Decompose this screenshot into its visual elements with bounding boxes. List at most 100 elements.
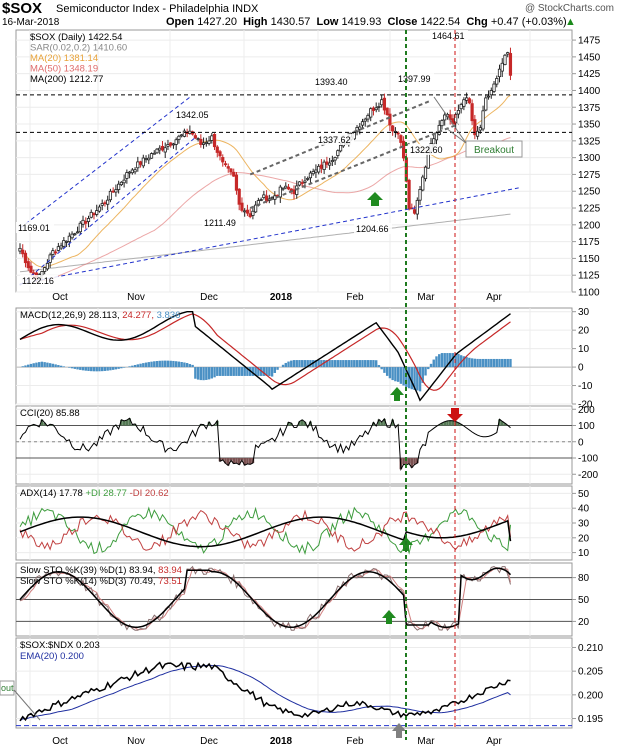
candle-body <box>423 166 428 180</box>
cci-ytick-label: -100 <box>578 454 598 465</box>
macd-histogram-bar <box>479 358 482 368</box>
price-ytick-label: 1150 <box>578 254 600 265</box>
candle-body <box>136 161 140 169</box>
price-annotation: 1122.16 <box>22 276 54 286</box>
price-legend-item: MA(20) 1381.14 <box>30 53 98 64</box>
macd-histogram-bar <box>43 362 46 368</box>
macd-histogram-bar <box>355 360 359 368</box>
candle-body <box>26 261 30 269</box>
price-annotation-bg <box>20 275 58 286</box>
price-ytick-label: 1350 <box>578 120 601 131</box>
macd-ytick-label: -20 <box>578 400 593 411</box>
x-axis-label-bottom: Nov <box>127 736 145 747</box>
macd-histogram-bar <box>284 362 287 368</box>
macd-histogram-bar <box>506 358 509 368</box>
macd-histogram-bar <box>385 367 389 376</box>
macd-histogram-bar <box>169 360 172 368</box>
ratio-line <box>19 661 511 722</box>
macd-histogram-bar <box>394 367 397 382</box>
candle-body <box>158 147 162 151</box>
macd-histogram-bar <box>262 367 266 376</box>
macd-histogram-bar <box>155 360 159 368</box>
x-axis-label-price: Apr <box>486 292 502 303</box>
macd-histogram-bar <box>418 367 422 392</box>
candle-body <box>391 125 395 132</box>
macd-histogram-bar <box>347 360 350 368</box>
macd-histogram-bar <box>372 360 375 368</box>
candle-body <box>437 124 441 135</box>
macd-histogram-bar <box>396 367 400 382</box>
candle-body <box>40 271 44 276</box>
candle-body <box>306 178 310 180</box>
x-axis-label-bottom: Apr <box>486 736 502 747</box>
close-label: Close <box>387 16 418 28</box>
price-ytick-label: 1400 <box>578 86 601 97</box>
candle-body <box>264 195 269 202</box>
candle-body <box>232 171 236 177</box>
candle-body <box>360 121 365 126</box>
x-axis-label-price: Nov <box>127 292 145 303</box>
candle-body <box>432 138 436 145</box>
candle-body <box>251 210 255 216</box>
candle-body <box>155 148 159 154</box>
ma50-line <box>30 137 511 282</box>
candle-body <box>489 90 493 96</box>
candle-body <box>108 190 113 201</box>
copyright-link[interactable]: @ StockCharts.com <box>524 3 614 14</box>
candle-body <box>207 140 211 144</box>
macd-histogram-bar <box>144 362 148 368</box>
macd-histogram-bar <box>317 360 320 368</box>
sto-legend-part: Slow STO %K(39) %D(1) 83.94, <box>20 565 156 576</box>
macd-histogram-bar <box>205 367 208 380</box>
candle-body <box>81 219 85 225</box>
candle-body <box>114 189 118 193</box>
x-axis-label-bottom: Oct <box>52 736 68 747</box>
macd-histogram-bar <box>232 367 235 376</box>
macd-histogram-bar <box>336 360 340 368</box>
candle-body <box>240 202 244 211</box>
price-legend-item: MA(50) 1348.19 <box>30 64 98 75</box>
ratio-marker-arrow-icon <box>392 723 406 738</box>
candle-body <box>317 165 321 173</box>
candle-body <box>144 158 148 161</box>
macd-histogram-bar <box>37 362 41 368</box>
candle-body <box>380 99 384 106</box>
macd-histogram-bar <box>98 367 101 372</box>
macd-histogram-bar <box>257 367 260 376</box>
macd-histogram-bar <box>462 356 466 368</box>
macd-histogram-bar <box>328 360 331 368</box>
candle-body <box>215 146 219 153</box>
candle-body <box>322 161 326 170</box>
sto-legend-part: Slow STO %K(14) %D(3) 70.49, <box>20 576 156 587</box>
price-annotation: 1322.60 <box>410 145 443 155</box>
macd-histogram-bar <box>180 362 183 368</box>
sto-legend-part: 83.94 <box>156 565 182 576</box>
macd-histogram-bar <box>443 353 446 368</box>
price-legend-item: SAR(0.02,0.2) 1410.60 <box>30 43 127 54</box>
x-axis-label-price: 2018 <box>270 292 293 303</box>
candle-body <box>62 240 66 247</box>
candle-body <box>415 199 419 215</box>
price-annotation-bg <box>316 134 354 145</box>
chg-value: +0.47 (+0.03%) <box>490 16 567 28</box>
candle-body <box>328 162 332 166</box>
candle-body <box>371 107 376 111</box>
macd-histogram-bar <box>213 367 216 378</box>
macd-ytick-label: 0 <box>578 363 584 374</box>
candle-body <box>29 265 33 273</box>
macd-histogram-bar <box>191 364 194 368</box>
sto-buy-arrow-icon <box>382 610 396 624</box>
candle-body <box>374 107 378 111</box>
candle-body <box>75 231 80 234</box>
macd-histogram-bar <box>342 360 345 368</box>
price-ytick-label: 1425 <box>578 69 601 80</box>
candle-body <box>18 247 22 252</box>
macd-histogram-bar <box>166 360 170 368</box>
macd-histogram-bar <box>76 367 79 370</box>
ratio-callout-pointer <box>13 689 41 721</box>
candle-body <box>106 199 110 205</box>
macd-histogram-bar <box>243 367 246 376</box>
macd-ytick-label: 30 <box>578 307 590 318</box>
candle-body <box>470 103 474 122</box>
macd-histogram-bar <box>473 358 477 368</box>
